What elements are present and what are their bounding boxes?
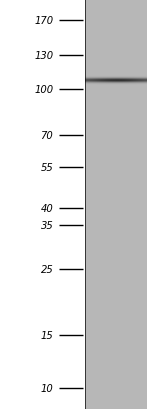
Text: 10: 10 (40, 383, 53, 393)
Text: 70: 70 (40, 131, 53, 141)
Text: 35: 35 (40, 221, 53, 231)
Text: 55: 55 (40, 162, 53, 172)
Text: 25: 25 (40, 264, 53, 274)
Text: 170: 170 (34, 16, 53, 26)
Text: 100: 100 (34, 85, 53, 95)
Text: 130: 130 (34, 51, 53, 61)
Text: 15: 15 (40, 330, 53, 340)
Text: 40: 40 (40, 203, 53, 213)
